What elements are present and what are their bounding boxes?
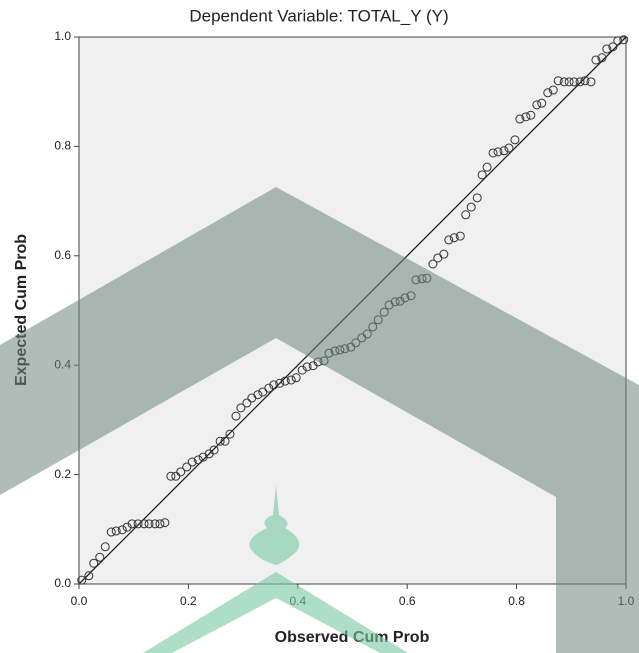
point	[608, 42, 618, 52]
y-tick-label: 0.6	[54, 248, 71, 262]
point	[619, 35, 629, 45]
y-tick-label: 0.8	[54, 139, 71, 153]
point	[548, 85, 558, 95]
point	[580, 76, 590, 86]
y-axis-label: Expected Cum Prob	[13, 234, 30, 386]
x-axis-label: Observed Cum Prob	[275, 629, 430, 646]
point	[482, 162, 492, 172]
point	[532, 100, 542, 110]
point	[591, 55, 601, 65]
point	[477, 170, 487, 180]
point	[515, 114, 525, 124]
point	[564, 77, 574, 87]
x-tick-label: 0.6	[399, 594, 416, 608]
x-tick-label: 0.2	[180, 594, 197, 608]
point	[602, 44, 612, 54]
point	[488, 148, 498, 158]
chart-title: Dependent Variable: TOTAL_Y (Y)	[189, 6, 448, 25]
point	[597, 53, 607, 63]
point	[613, 36, 623, 46]
point	[510, 135, 520, 145]
point	[559, 77, 569, 87]
point	[493, 147, 503, 157]
point	[569, 77, 579, 87]
y-tick-label: 0.2	[54, 467, 71, 481]
point	[543, 88, 553, 98]
point	[521, 112, 531, 122]
point	[526, 110, 536, 120]
point	[537, 98, 547, 108]
x-tick-label: 0.8	[508, 594, 525, 608]
x-tick-label: 1.0	[618, 594, 635, 608]
x-tick-label: 0.4	[289, 594, 306, 608]
x-tick-label: 0.0	[71, 594, 88, 608]
point	[575, 77, 585, 87]
y-tick-label: 0.0	[54, 576, 71, 590]
y-tick-label: 1.0	[54, 29, 71, 43]
point	[499, 146, 509, 156]
y-tick-label: 0.4	[54, 357, 71, 371]
point	[586, 77, 596, 87]
point	[504, 143, 514, 153]
point	[553, 76, 563, 86]
